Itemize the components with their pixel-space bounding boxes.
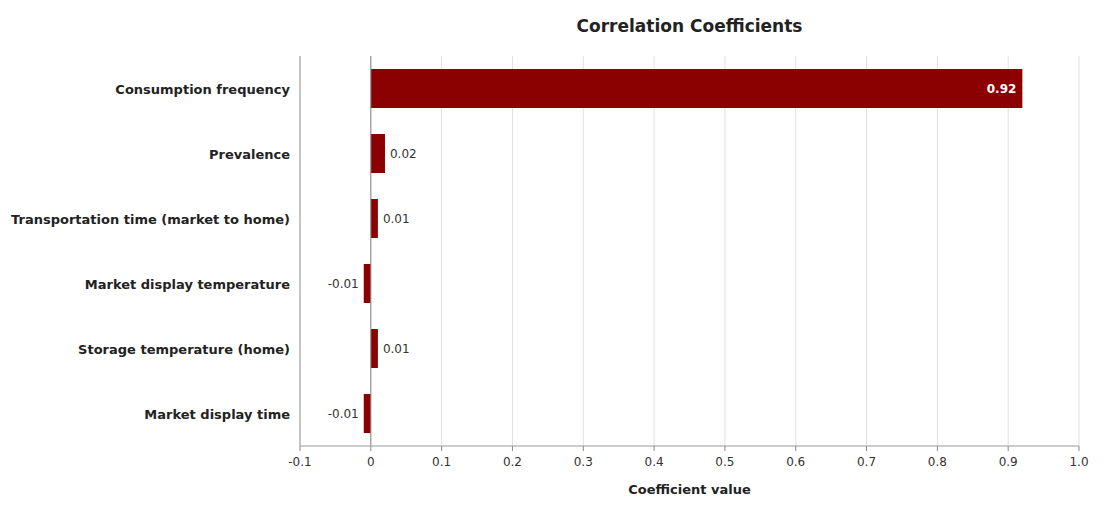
bars <box>364 69 1023 433</box>
tick-mark <box>512 446 513 451</box>
tick-label: 1.0 <box>1069 455 1088 469</box>
tick-mark <box>370 446 371 451</box>
y-axis: Market display time Storage temperature (… <box>11 82 290 422</box>
category-label: Prevalence <box>209 147 290 162</box>
grid-line <box>1079 56 1080 446</box>
tick-mark <box>583 446 584 451</box>
data-label: 0.01 <box>383 212 410 226</box>
tick-label: 0.2 <box>503 455 522 469</box>
category-label: Market display temperature <box>85 277 290 292</box>
data-label: -0.01 <box>328 277 359 291</box>
grid-line <box>512 56 513 446</box>
tick-label: 0 <box>367 455 375 469</box>
grid-line <box>370 56 371 446</box>
title: Correlation Coefficients <box>577 16 803 36</box>
category-label: Transportation time (market to home) <box>11 212 290 227</box>
grid-line <box>300 56 301 446</box>
data-label: 0.02 <box>390 147 417 161</box>
category-label: Storage temperature (home) <box>78 342 290 357</box>
tick-label: 0.8 <box>928 455 947 469</box>
grid <box>300 56 1079 446</box>
bar <box>371 199 378 238</box>
tick-label: 0.1 <box>432 455 451 469</box>
grid-line <box>441 56 442 446</box>
tick-mark <box>1079 446 1080 451</box>
tick-label: -0.1 <box>288 455 311 469</box>
grid-line <box>654 56 655 446</box>
tick-mark <box>441 446 442 451</box>
bar <box>371 69 1023 108</box>
x-axis-line <box>300 446 1079 447</box>
data-label: 0.92 <box>987 82 1017 96</box>
tick-mark <box>795 446 796 451</box>
data-label: 0.01 <box>383 342 410 356</box>
grid-line <box>866 56 867 446</box>
tick-mark <box>937 446 938 451</box>
tick-mark <box>300 446 301 451</box>
tick-mark <box>724 446 725 451</box>
grid-line <box>724 56 725 446</box>
tick-mark <box>654 446 655 451</box>
grid-line <box>937 56 938 446</box>
tick-label: 0.7 <box>857 455 876 469</box>
grid-line <box>795 56 796 446</box>
category-label: Consumption frequency <box>115 82 290 97</box>
grid-line <box>583 56 584 446</box>
tick-label: 0.6 <box>786 455 805 469</box>
grid-line <box>1008 56 1009 446</box>
y-axis-line <box>300 56 301 446</box>
bar <box>371 134 385 173</box>
bar <box>371 329 378 368</box>
zero-line <box>370 56 371 446</box>
data-label: -0.01 <box>328 407 359 421</box>
category-label: Market display time <box>144 407 290 422</box>
x-axis: -0.1 0 0.1 0.2 0.3 0.4 0.5 0.6 0.7 0.8 0.9 1.0 <box>288 446 1088 469</box>
tick-mark <box>1008 446 1009 451</box>
tick-label: 0.4 <box>645 455 664 469</box>
tick-label: 0.9 <box>999 455 1018 469</box>
tick-label: 0.5 <box>715 455 734 469</box>
x-axis-label: Coefficient value <box>628 482 751 497</box>
tick-label: 0.3 <box>574 455 593 469</box>
bar <box>364 394 371 433</box>
bar <box>364 264 371 303</box>
tick-mark <box>866 446 867 451</box>
data-labels: -0.01 0.01 -0.01 0.01 0.02 0.92 <box>328 82 1017 421</box>
chart: -0.1 0 0.1 0.2 0.3 0.4 0.5 0.6 0.7 0.8 0.9 1.0 -0.01… <box>0 0 1119 516</box>
